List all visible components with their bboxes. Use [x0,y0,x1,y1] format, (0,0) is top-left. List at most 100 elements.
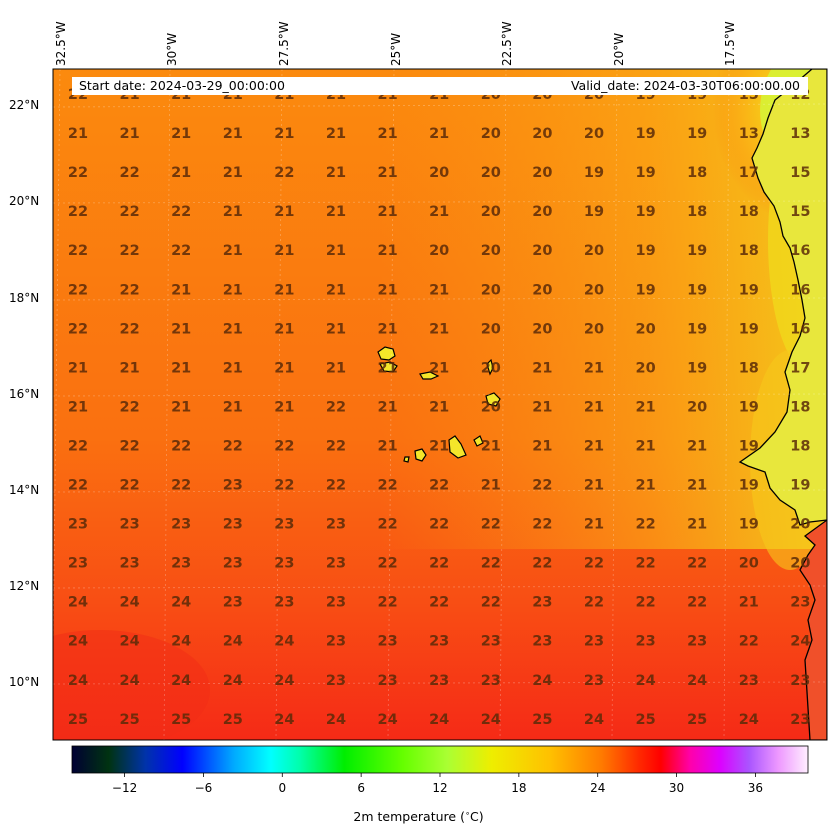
grid-value-r6-c4: 21 [274,321,294,337]
lat-label-12n: 12°N [9,579,40,593]
grid-value-r16-c10: 24 [584,712,604,728]
grid-value-r1-c4: 21 [274,126,294,142]
grid-value-r1-c2: 21 [171,126,191,142]
grid-value-r9-c4: 22 [274,438,294,454]
grid-value-r13-c7: 22 [429,595,449,611]
grid-value-r16-c1: 25 [120,712,140,728]
lat-label-22n: 22°N [9,98,40,112]
grid-value-r9-c8: 21 [481,438,501,454]
grid-value-r16-c14: 23 [790,712,810,728]
grid-value-r1-c13: 13 [739,126,759,142]
grid-value-r10-c6: 22 [378,478,398,494]
grid-value-r8-c10: 21 [584,399,604,415]
grid-value-r12-c6: 22 [378,556,398,572]
colorbar-tick-label: −12 [111,781,138,795]
grid-value-r16-c3: 25 [223,712,243,728]
grid-value-r8-c2: 21 [171,399,191,415]
grid-value-r14-c2: 24 [171,634,191,650]
grid-value-r6-c6: 21 [378,321,398,337]
cape-verde-islands [377,346,501,463]
grid-value-r7-c10: 21 [584,360,604,376]
grid-value-r13-c0: 24 [68,595,88,611]
grid-value-r3-c2: 22 [171,204,191,220]
grid-value-r11-c10: 21 [584,517,604,533]
grid-value-r9-c14: 18 [790,438,810,454]
grid-value-r4-c8: 20 [481,243,501,259]
grid-value-r9-c2: 22 [171,438,191,454]
grid-value-r11-c14: 20 [790,517,810,533]
grid-value-r6-c0: 22 [68,321,88,337]
grid-value-r16-c4: 24 [274,712,294,728]
grid-value-r10-c13: 19 [739,478,759,494]
grid-value-r15-c9: 24 [532,673,552,689]
grid-value-r1-c11: 19 [636,126,656,142]
grid-value-r1-c3: 21 [223,126,243,142]
grid-value-r9-c10: 21 [584,438,604,454]
grid-value-r2-c13: 17 [739,165,759,181]
grid-value-r15-c4: 24 [274,673,294,689]
grid-value-r4-c11: 19 [636,243,656,259]
grid-value-r10-c12: 21 [687,478,707,494]
grid-value-r2-c8: 20 [481,165,501,181]
grid-value-r7-c3: 21 [223,360,243,376]
grid-value-r12-c10: 22 [584,556,604,572]
grid-value-r5-c8: 20 [481,282,501,298]
grid-value-r12-c9: 22 [532,556,552,572]
grid-value-r4-c13: 18 [739,243,759,259]
grid-value-r10-c8: 21 [481,478,501,494]
lon-label-17-5w: 17.5°W [723,21,737,66]
grid-value-r8-c7: 21 [429,399,449,415]
grid-value-r2-c0: 22 [68,165,88,181]
grid-value-r2-c9: 20 [532,165,552,181]
grid-value-r3-c11: 19 [636,204,656,220]
grid-value-r10-c7: 22 [429,478,449,494]
grid-value-r14-c12: 23 [687,634,707,650]
lon-label-32-5w: 32.5°W [54,21,68,66]
grid-value-r11-c0: 23 [68,517,88,533]
colorbar-tick-label: 18 [511,781,527,795]
grid-value-r5-c10: 20 [584,282,604,298]
grid-value-r8-c4: 21 [274,399,294,415]
grid-value-r13-c12: 22 [687,595,707,611]
grid-value-r7-c8: 20 [481,360,501,376]
grid-value-r2-c2: 21 [171,165,191,181]
colorbar-tick-label: 24 [590,781,606,795]
grid-value-r1-c7: 21 [429,126,449,142]
lon-label-22-5w: 22.5°W [500,21,514,66]
lat-label-18n: 18°N [9,291,40,305]
grid-value-r14-c11: 23 [636,634,656,650]
grid-value-r13-c2: 24 [171,595,191,611]
grid-value-r8-c8: 20 [481,399,501,415]
grid-value-r12-c0: 23 [68,556,88,572]
grid-value-r11-c7: 22 [429,517,449,533]
lon-label-20w: 20°W [612,32,626,66]
grid-value-r3-c14: 15 [790,204,810,220]
grid-value-r3-c0: 22 [68,204,88,220]
grid-value-r2-c6: 21 [378,165,398,181]
grid-value-r7-c13: 18 [739,360,759,376]
grid-value-r5-c11: 19 [636,282,656,298]
grid-value-r11-c11: 22 [636,517,656,533]
grid-value-r10-c3: 23 [223,478,243,494]
grid-value-r6-c5: 21 [326,321,346,337]
grid-value-r7-c1: 21 [120,360,140,376]
grid-value-r9-c0: 22 [68,438,88,454]
grid-value-r14-c14: 24 [790,634,810,650]
grid-value-r10-c11: 21 [636,478,656,494]
grid-value-r13-c1: 24 [120,595,140,611]
grid-value-r6-c14: 16 [790,321,810,337]
colorbar-title-text: 2m temperature (∘C) [353,809,484,825]
grid-value-r2-c3: 21 [223,165,243,181]
grid-value-r11-c5: 23 [326,517,346,533]
grid-value-r16-c9: 25 [532,712,552,728]
grid-value-r10-c2: 22 [171,478,191,494]
grid-value-r3-c7: 21 [429,204,449,220]
grid-value-r8-c12: 20 [687,399,707,415]
grid-value-r14-c9: 23 [532,634,552,650]
grid-value-r3-c8: 20 [481,204,501,220]
grid-value-r10-c5: 22 [326,478,346,494]
grid-value-r5-c0: 22 [68,282,88,298]
grid-value-r1-c0: 21 [68,126,88,142]
